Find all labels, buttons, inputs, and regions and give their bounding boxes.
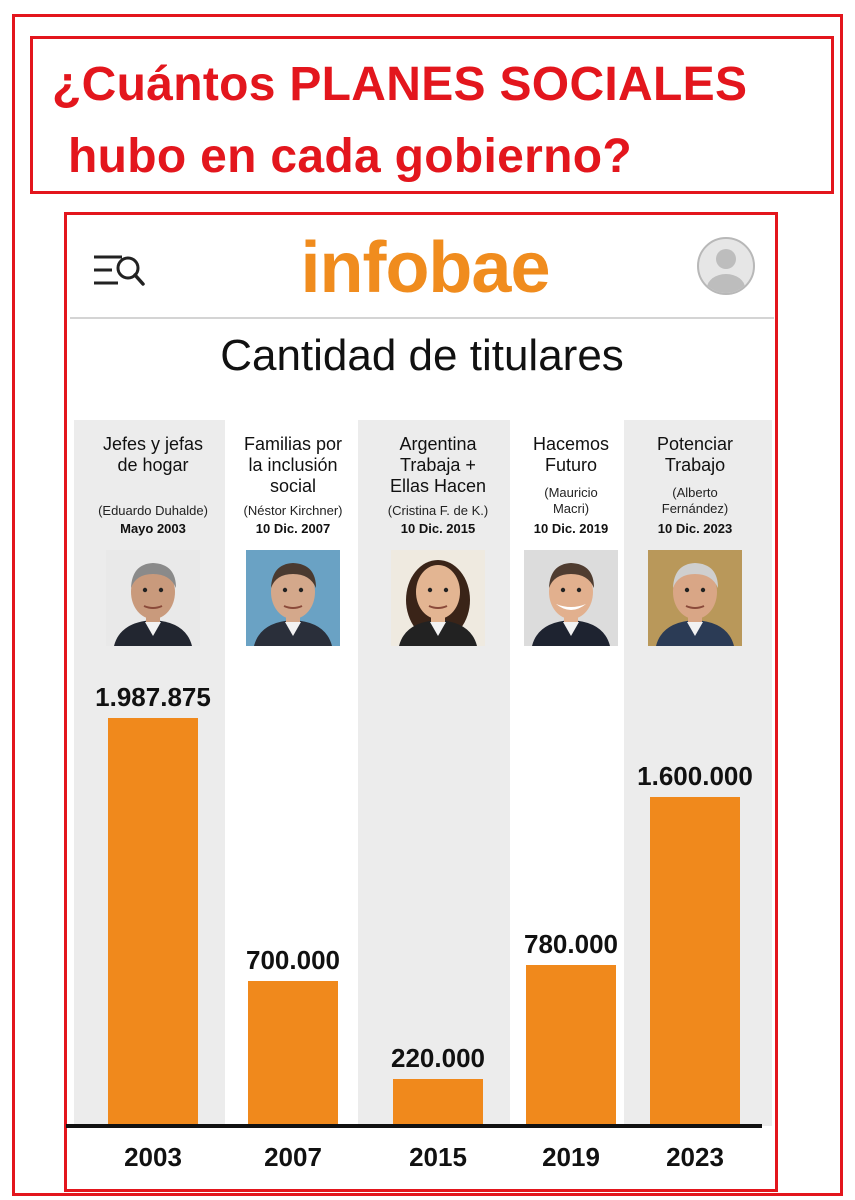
value-label: 220.000 — [391, 1043, 485, 1074]
program-name-line: Ellas Hacen — [389, 476, 487, 496]
program-name-line: social — [269, 476, 317, 496]
bar-2007[interactable] — [248, 981, 338, 1124]
program-name: Hacemos Futuro — [491, 434, 651, 476]
portrait-drawing — [106, 550, 200, 646]
menu-search-icon[interactable] — [92, 253, 146, 289]
x-tick-label: 2019 — [542, 1142, 600, 1172]
chart-title: Cantidad de titulares — [220, 331, 624, 380]
value-label: 700.000 — [246, 945, 340, 976]
value-label: 1.600.000 — [637, 761, 753, 792]
president-name-line: (Eduardo Duhalde) — [98, 503, 208, 518]
president-name-line: (Néstor Kirchner) — [243, 503, 343, 518]
president-name-line: (Cristina F. de K.) — [387, 503, 489, 518]
term-date: 10 Dic. 2023 — [657, 521, 733, 536]
president-portrait — [524, 550, 618, 646]
program-name-line: Familias por — [243, 434, 343, 454]
value-label: 780.000 — [524, 928, 618, 959]
program-name: Jefes y jefas de hogar — [73, 434, 233, 476]
president-name-line: Macri) — [552, 501, 590, 516]
program-name-line: la inclusión — [248, 455, 338, 475]
headline-line-2: hubo en cada gobierno? — [68, 130, 632, 183]
term-date: 10 Dic. 2019 — [533, 521, 609, 536]
president-name: (Mauricio Macri) — [491, 485, 651, 517]
president-portrait — [246, 550, 340, 646]
program-name-line: Trabajo — [664, 455, 726, 475]
headline-line-1: ¿Cuántos PLANES SOCIALES — [52, 58, 748, 111]
president-name-line: Fernández) — [661, 501, 729, 516]
column-background — [358, 420, 510, 1126]
president-name: (Eduardo Duhalde) — [73, 503, 233, 519]
portrait-drawing — [246, 550, 340, 646]
program-name-line: Jefes y jefas — [102, 434, 204, 454]
program-name-line: de hogar — [117, 455, 189, 475]
outer-frame — [12, 14, 843, 1196]
value-label: 1.987.875 — [95, 682, 211, 712]
portrait-drawing — [524, 550, 618, 646]
infobae-logo[interactable]: infobae — [300, 228, 550, 308]
president-name-line: (Alberto — [672, 485, 718, 500]
president-name-line: (Mauricio — [544, 485, 598, 500]
x-tick-label: 2007 — [264, 1142, 322, 1172]
president-name: (Néstor Kirchner) — [213, 503, 373, 519]
program-name-line: Futuro — [544, 455, 598, 475]
president-name: (Alberto Fernández) — [615, 485, 775, 517]
bar-2003[interactable] — [108, 718, 198, 1124]
program-name: Familias por la inclusión social — [213, 434, 373, 497]
term-date: 10 Dic. 2007 — [255, 521, 331, 536]
x-tick-label: 2003 — [124, 1142, 182, 1172]
program-name-line: Hacemos — [532, 434, 610, 454]
x-axis-baseline — [66, 1124, 762, 1128]
program-name-line: Argentina — [399, 434, 477, 454]
term-date: Mayo 2003 — [120, 521, 186, 536]
x-tick-label: 2015 — [409, 1142, 467, 1172]
bar-2019[interactable] — [526, 964, 616, 1124]
portrait-drawing — [648, 550, 742, 646]
user-avatar-icon[interactable] — [696, 236, 756, 296]
app-header — [70, 219, 774, 319]
bar-2015[interactable] — [393, 1079, 483, 1124]
portrait-drawing — [391, 550, 485, 646]
program-name: Potenciar Trabajo — [615, 434, 775, 476]
president-name: (Cristina F. de K.) — [358, 503, 518, 519]
term-date: 10 Dic. 2015 — [400, 521, 476, 536]
president-portrait — [106, 550, 200, 646]
president-portrait — [391, 550, 485, 646]
headline-box — [30, 36, 834, 194]
program-name-line: Potenciar — [656, 434, 734, 454]
bar-2023[interactable] — [650, 797, 740, 1124]
infobae-frame — [64, 212, 778, 1192]
program-name-line: Trabaja + — [400, 455, 476, 475]
program-name: Argentina Trabaja + Ellas Hacen — [358, 434, 518, 497]
x-tick-label: 2023 — [666, 1142, 724, 1172]
president-portrait — [648, 550, 742, 646]
